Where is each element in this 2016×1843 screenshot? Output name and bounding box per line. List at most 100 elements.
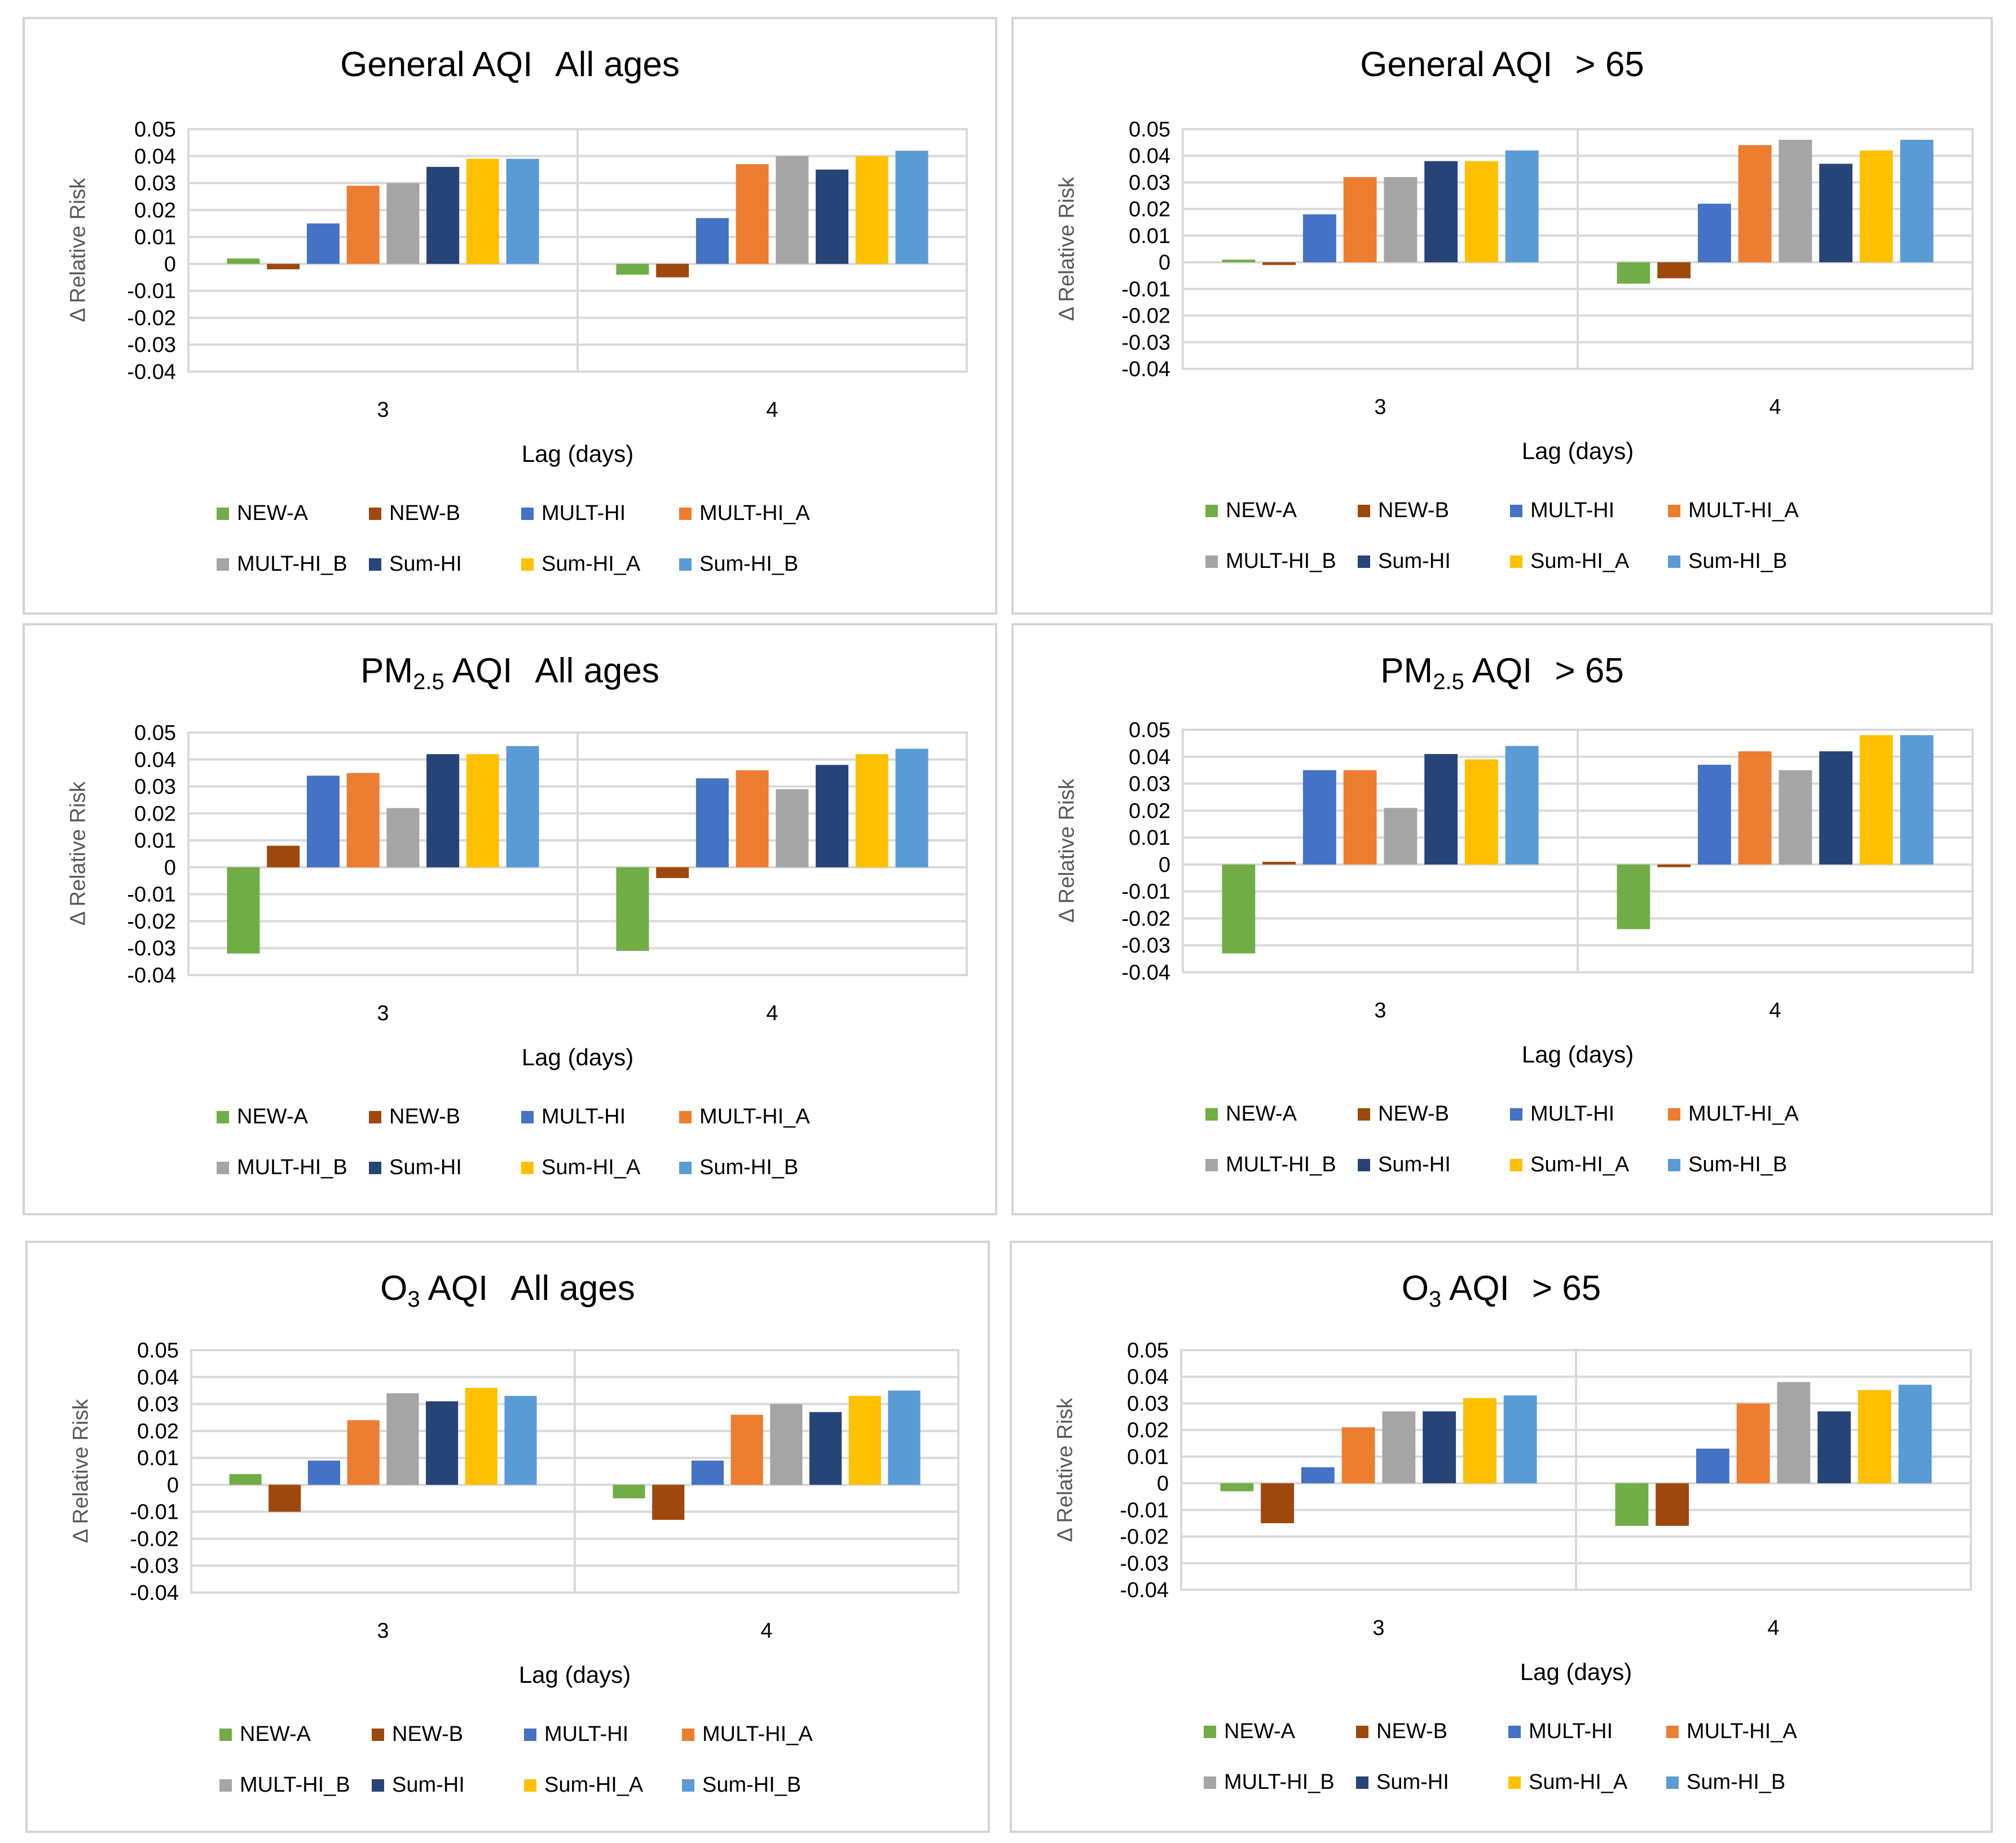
bar [736, 164, 769, 264]
y-tick-label: 0 [167, 1474, 179, 1497]
y-tick-label: 0.05 [134, 721, 176, 745]
legend-swatch [1205, 1108, 1218, 1121]
legend-label: NEW-A [1226, 499, 1297, 522]
bar [736, 770, 769, 867]
y-tick-label: 0.01 [137, 1447, 179, 1470]
legend-item: MULT-HI_A [682, 1722, 813, 1747]
chart-title-suffix: All ages [535, 651, 659, 690]
y-tick-label: -0.02 [127, 910, 176, 933]
legend-item: MULT-HI_B [1205, 1153, 1336, 1177]
x-tick-label: 3 [377, 1619, 389, 1643]
y-tick-label: -0.04 [130, 1581, 179, 1605]
bar [466, 754, 499, 867]
y-tick-label: 0.04 [137, 1366, 179, 1390]
legend-item: MULT-HI_A [1668, 499, 1799, 523]
chart-title: PM2.5 AQI > 65 [1014, 651, 1991, 695]
chart-title: O3 AQI > 65 [1012, 1268, 1991, 1312]
bar [1384, 808, 1418, 865]
y-tick-label: 0.05 [134, 118, 176, 142]
legend-swatch [1358, 555, 1370, 568]
legend-item: MULT-HI [521, 1105, 626, 1129]
bar [1738, 751, 1772, 865]
bar [1261, 1483, 1295, 1523]
y-tick-label: -0.01 [1120, 1498, 1169, 1522]
legend-item: Sum-HI [1358, 549, 1451, 574]
chart-title-subscript: 3 [407, 1287, 420, 1312]
legend-swatch [369, 558, 381, 571]
legend-label: MULT-HI_A [1688, 499, 1799, 522]
legend-swatch [1205, 1158, 1218, 1171]
legend-label: MULT-HI [542, 501, 626, 525]
bar [1301, 1467, 1335, 1484]
plot-area: 0.050.040.030.020.010-0.01-0.02-0.03-0.0… [1121, 118, 1974, 464]
legend-label: MULT-HI [542, 1105, 626, 1128]
legend-item: NEW-B [1358, 499, 1449, 523]
legend-swatch [1510, 1108, 1522, 1121]
legend-item: MULT-HI_A [679, 1105, 810, 1129]
bar [227, 258, 260, 264]
legend-label: MULT-HI_A [699, 501, 810, 525]
legend-swatch [679, 558, 692, 571]
plot-area: 0.050.040.030.020.010-0.01-0.02-0.03-0.0… [127, 721, 968, 1070]
legend-label: NEW-A [1224, 1719, 1295, 1743]
legend-swatch [524, 1728, 536, 1741]
legend-label: Sum-HI [1378, 549, 1451, 573]
bar [1220, 1483, 1254, 1492]
legend: NEW-A NEW-B MULT-HI MULT-HI_A MULT-HI_B Sum-H… [1205, 499, 1826, 600]
legend-item: Sum-HI_A [1510, 1153, 1629, 1177]
plot-area: 0.050.040.030.020.010-0.01-0.02-0.03-0.0… [1121, 718, 1974, 1068]
x-tick-label: 4 [766, 398, 778, 422]
legend-label: MULT-HI_B [1226, 1153, 1336, 1176]
y-tick-label: -0.04 [1121, 358, 1170, 381]
chart-title-main: O [1401, 1269, 1429, 1308]
legend-swatch [1668, 1108, 1680, 1121]
y-tick-label: 0.04 [1129, 144, 1170, 168]
bar [652, 1484, 685, 1520]
x-tick-label: 3 [1374, 395, 1386, 419]
x-axis-label: Lag (days) [1522, 438, 1634, 464]
bar [855, 156, 888, 264]
y-tick-label: -0.03 [1121, 331, 1170, 355]
y-tick-label: -0.03 [1121, 934, 1170, 958]
legend-swatch [1668, 555, 1680, 568]
bar [1424, 754, 1458, 865]
legend-item: Sum-HI_B [682, 1773, 801, 1797]
chart-panel: General AQI > 65 Δ Relative Risk 0.05 0.04 0.… [1011, 17, 1993, 615]
y-tick-label: -0.01 [1121, 880, 1170, 904]
legend: NEW-A NEW-B MULT-HI MULT-HI_A MULT-HI_B Sum-H… [217, 501, 837, 603]
y-tick-label: 0.05 [1127, 1339, 1169, 1363]
legend-swatch [1666, 1725, 1679, 1738]
bar [1696, 1448, 1729, 1484]
legend-label: Sum-HI [1378, 1153, 1451, 1176]
legend-swatch [1668, 504, 1680, 517]
y-tick-label: -0.03 [130, 1554, 179, 1578]
bar [1777, 1382, 1811, 1484]
legend-label: MULT-HI_B [237, 1156, 347, 1179]
legend-item: Sum-HI_B [679, 1156, 798, 1180]
legend-label: MULT-HI_B [240, 1773, 350, 1797]
bar [268, 1484, 301, 1512]
chart-title-main: PM [1380, 651, 1433, 690]
chart-panel: PM2.5 AQI > 65 Δ Relative Risk 0.05 0.04 0.03… [1011, 623, 1993, 1215]
y-tick-label: -0.04 [1120, 1579, 1169, 1602]
y-tick-label: 0.03 [1129, 773, 1170, 796]
legend-label: NEW-B [1376, 1719, 1447, 1743]
legend-swatch [1204, 1776, 1216, 1789]
chart-title: General AQI All ages [25, 45, 995, 85]
x-axis-label: Lag (days) [1522, 1041, 1634, 1068]
y-tick-label: -0.04 [127, 964, 176, 987]
legend-item: MULT-HI_B [1204, 1770, 1335, 1794]
bar [1898, 1385, 1932, 1484]
legend-swatch [1358, 1158, 1370, 1171]
legend-label: NEW-B [389, 1105, 460, 1128]
legend-label: Sum-HI_A [1529, 1770, 1628, 1794]
bar [1343, 177, 1377, 263]
bar [1817, 1411, 1851, 1484]
bar [1262, 262, 1296, 265]
legend-item: Sum-HI_B [1668, 549, 1787, 574]
x-tick-label: 4 [766, 1002, 778, 1025]
bar [1302, 214, 1336, 263]
bar [1657, 864, 1691, 867]
legend: NEW-A NEW-B MULT-HI MULT-HI_A MULT-HI_B Sum-H… [217, 1105, 837, 1206]
bar [346, 186, 380, 264]
